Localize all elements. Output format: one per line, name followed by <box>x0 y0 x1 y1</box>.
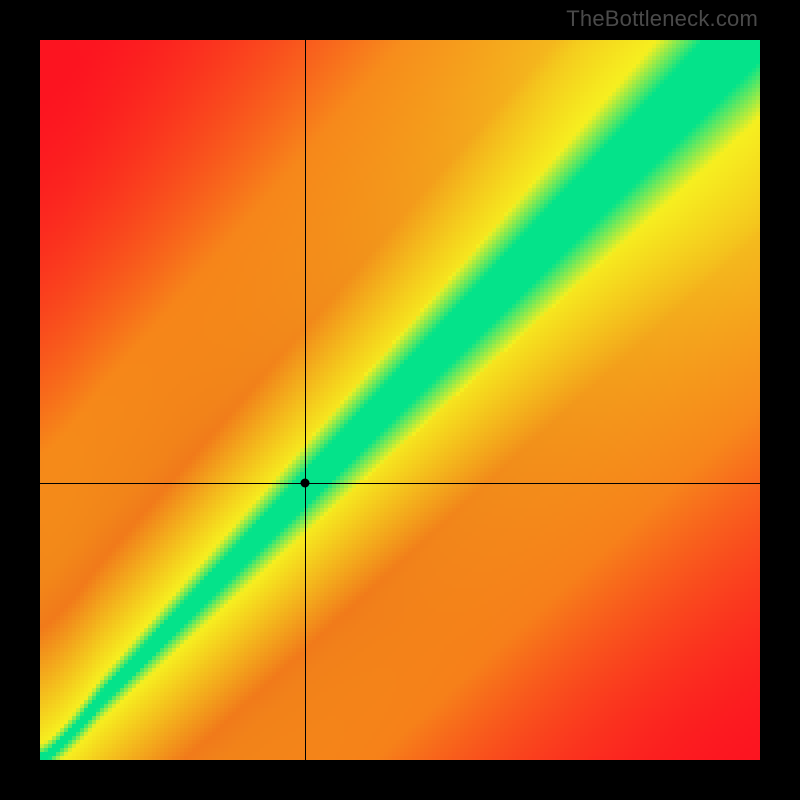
bottleneck-heatmap <box>40 40 760 760</box>
crosshair-horizontal <box>40 483 760 484</box>
selection-dot <box>300 478 309 487</box>
crosshair-vertical <box>305 40 306 760</box>
heatmap-canvas <box>40 40 760 760</box>
watermark-text: TheBottleneck.com <box>566 6 758 32</box>
